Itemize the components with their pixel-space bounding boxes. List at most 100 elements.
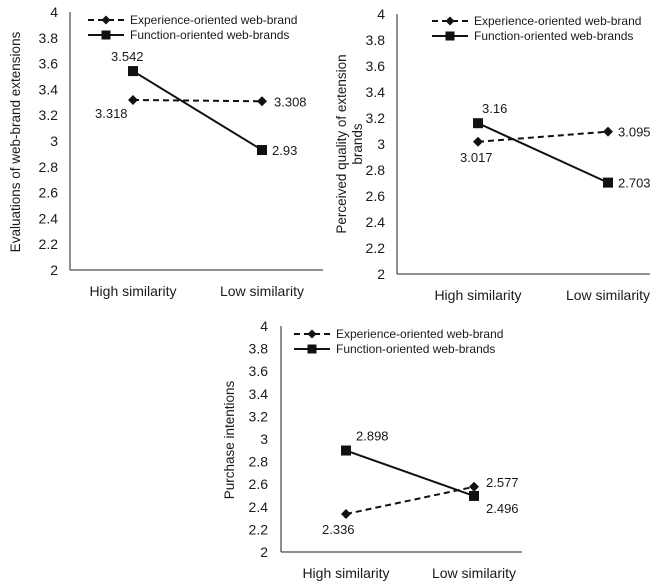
chart-3-legend-entry: Experience-oriented web-brand (336, 327, 503, 341)
chart-3-series: 2.336 2.577 2.898 2.496 (322, 429, 519, 538)
chart-2-legend-entry: Experience-oriented web-brand (474, 14, 641, 28)
chart-1-function-point (128, 66, 138, 77)
chart-3-ylabel: Purchase intentions (222, 380, 237, 499)
chart-2-category-label: Low similarity (566, 287, 650, 303)
chart-3-data-label: 2.577 (486, 475, 519, 490)
chart-1-ytick-label: 3.4 (39, 81, 59, 97)
chart-3-data-label: 2.898 (356, 429, 389, 444)
chart-2-data-label: 3.095 (618, 125, 651, 140)
chart-2-ytick-label: 4 (377, 6, 385, 22)
chart-2-ytick-label: 3.2 (366, 110, 386, 126)
chart-1-ytick-label: 2.6 (39, 185, 59, 201)
chart-1-data-label: 3.542 (111, 49, 144, 64)
chart-3-legend-diamond-marker (307, 329, 317, 339)
chart-2-category-labels: High similarity Low similarity (434, 287, 650, 303)
chart-3-experience-point (341, 509, 351, 520)
chart-1-series-function-line (132, 70, 263, 151)
chart-3-ytick-label: 3.4 (249, 386, 269, 402)
chart-3-ytick-label: 2.6 (249, 476, 269, 492)
chart-2-ytick-label: 2.2 (366, 240, 386, 256)
chart-1-ytick-label: 2.8 (39, 159, 59, 175)
chart-2-ytick-label: 2.6 (366, 188, 386, 204)
chart-3-experience-point (469, 481, 479, 492)
chart-2-legend-diamond-marker (445, 16, 455, 26)
chart-3-ytick-label: 3.8 (249, 341, 269, 357)
chart-3-legend: Experience-oriented web-brandFunction-or… (294, 327, 503, 356)
chart-1-ytick-label: 4 (50, 4, 58, 20)
chart-2-function-point (603, 177, 613, 188)
chart-3-legend-square-marker (307, 344, 317, 354)
chart-1-ytick-labels: 2 2.2 2.4 2.6 2.8 3 3.2 3.4 3.6 3.8 4 (39, 4, 59, 278)
chart-3: Purchase intentions 2 2.2 2.4 2.6 2.8 3 3.2 3.4… (222, 318, 522, 581)
chart-2-ytick-label: 3.8 (366, 32, 386, 48)
chart-1-ytick-label: 2.2 (39, 236, 59, 252)
chart-2-ylabel-line-2: brands (350, 123, 365, 165)
chart-2-axes (396, 14, 650, 275)
chart-1-legend-square-marker (101, 30, 111, 40)
chart-2-ylabel-line-1: Perceived quality of extension (334, 54, 349, 233)
chart-3-ytick-label: 2 (260, 544, 268, 560)
chart-2-data-label: 2.703 (618, 176, 651, 191)
chart-3-category-label: High similarity (302, 565, 389, 581)
chart-2-legend-entry: Function-oriented web-brands (474, 29, 633, 43)
chart-2-category-label: High similarity (434, 287, 521, 303)
chart-3-series-function-line (345, 449, 475, 497)
chart-1: Evaluations of web-brand extensions 2 2.2… (8, 4, 323, 299)
chart-2-ytick-label: 2 (377, 266, 385, 282)
chart-3-data-label: 2.496 (486, 501, 519, 516)
chart-2-experience-point (473, 136, 483, 147)
chart-1-experience-point (257, 96, 267, 107)
chart-2-series-function-line (477, 122, 609, 184)
chart-1-category-labels: High similarity Low similarity (89, 283, 304, 299)
chart-3-ytick-label: 4 (260, 318, 268, 334)
chart-1-legend-diamond-marker (101, 15, 111, 25)
chart-1-legend: Experience-oriented web-brandFunction-or… (88, 13, 297, 42)
chart-1-series-experience-line (132, 98, 263, 103)
chart-2-experience-point (603, 126, 613, 137)
chart-3-series-experience-line (345, 485, 475, 516)
chart-3-function-point (469, 490, 479, 501)
chart-1-ytick-label: 3.8 (39, 30, 59, 46)
chart-3-ytick-label: 2.8 (249, 454, 269, 470)
chart-2: Perceived quality of extension brands 2 2… (334, 6, 651, 303)
chart-3-ytick-label: 2.2 (249, 521, 269, 537)
chart-2-legend-square-marker (445, 31, 455, 41)
chart-3-function-point (341, 445, 351, 456)
chart-3-category-labels: High similarity Low similarity (302, 565, 516, 581)
chart-3-ytick-label: 3 (260, 431, 268, 447)
chart-1-legend-entry: Function-oriented web-brands (130, 28, 289, 42)
chart-1-data-label: 2.93 (272, 143, 297, 158)
chart-1-ytick-label: 2 (50, 262, 58, 278)
chart-2-data-label: 3.017 (460, 150, 493, 165)
chart-1-axes (69, 12, 323, 271)
chart-1-category-label: Low similarity (220, 283, 304, 299)
chart-1-ytick-label: 3 (50, 133, 58, 149)
chart-3-category-label: Low similarity (432, 565, 516, 581)
chart-1-ytick-label: 2.4 (39, 210, 59, 226)
chart-2-ytick-label: 2.8 (366, 162, 386, 178)
chart-3-ytick-label: 3.2 (249, 408, 269, 424)
chart-3-ytick-label: 3.6 (249, 363, 269, 379)
chart-3-ytick-labels: 2 2.2 2.4 2.6 2.8 3 3.2 3.4 3.6 3.8 4 (249, 318, 269, 560)
chart-2-series: 3.017 3.095 3.16 2.703 (460, 101, 651, 190)
chart-2-function-point (473, 118, 483, 129)
chart-2-legend: Experience-oriented web-brandFunction-or… (432, 14, 641, 43)
chart-1-function-point (257, 145, 267, 156)
chart-2-series-experience-line (477, 130, 609, 143)
chart-1-experience-point (128, 94, 138, 105)
chart-3-legend-entry: Function-oriented web-brands (336, 342, 495, 356)
chart-1-ytick-label: 3.6 (39, 56, 59, 72)
chart-3-data-label: 2.336 (322, 522, 355, 537)
chart-3-axes (280, 326, 522, 553)
chart-1-ylabel: Evaluations of web-brand extensions (8, 31, 23, 252)
chart-1-category-label: High similarity (89, 283, 176, 299)
chart-1-series: 3.318 3.308 3.542 2.93 (95, 49, 307, 158)
chart-2-ytick-labels: 2 2.2 2.4 2.6 2.8 3 3.2 3.4 3.6 3.8 4 (366, 6, 386, 282)
chart-2-ytick-label: 3 (377, 136, 385, 152)
chart-1-legend-entry: Experience-oriented web-brand (130, 13, 297, 27)
chart-2-data-label: 3.16 (482, 101, 507, 116)
chart-2-ytick-label: 3.6 (366, 58, 386, 74)
chart-1-data-label: 3.318 (95, 106, 128, 121)
chart-2-ytick-label: 2.4 (366, 214, 386, 230)
